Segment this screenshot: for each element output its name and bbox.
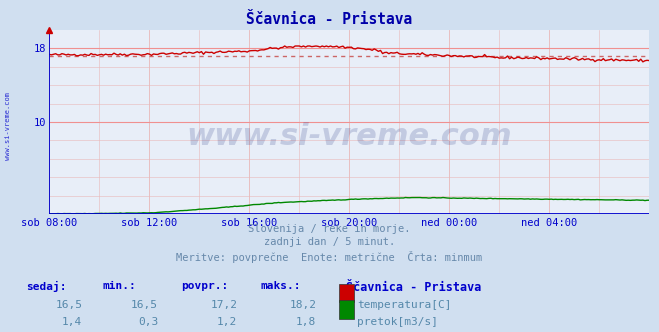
- Text: 17,2: 17,2: [210, 300, 237, 310]
- Text: Slovenija / reke in morje.: Slovenija / reke in morje.: [248, 224, 411, 234]
- Text: povpr.:: povpr.:: [181, 281, 229, 290]
- Text: Meritve: povprečne  Enote: metrične  Črta: minmum: Meritve: povprečne Enote: metrične Črta:…: [177, 251, 482, 263]
- Text: Ščavnica - Pristava: Ščavnica - Pristava: [346, 281, 481, 293]
- Text: www.si-vreme.com: www.si-vreme.com: [5, 92, 11, 160]
- Text: 1,8: 1,8: [296, 317, 316, 327]
- Text: Ščavnica - Pristava: Ščavnica - Pristava: [246, 12, 413, 27]
- Text: 1,2: 1,2: [217, 317, 237, 327]
- Text: 18,2: 18,2: [289, 300, 316, 310]
- Text: sedaj:: sedaj:: [26, 281, 67, 291]
- Text: temperatura[C]: temperatura[C]: [357, 300, 451, 310]
- Text: www.si-vreme.com: www.si-vreme.com: [186, 122, 512, 151]
- Text: zadnji dan / 5 minut.: zadnji dan / 5 minut.: [264, 237, 395, 247]
- Text: 16,5: 16,5: [55, 300, 82, 310]
- Text: 16,5: 16,5: [131, 300, 158, 310]
- Text: 0,3: 0,3: [138, 317, 158, 327]
- Text: pretok[m3/s]: pretok[m3/s]: [357, 317, 438, 327]
- Text: min.:: min.:: [102, 281, 136, 290]
- Text: maks.:: maks.:: [260, 281, 301, 290]
- Text: 1,4: 1,4: [62, 317, 82, 327]
